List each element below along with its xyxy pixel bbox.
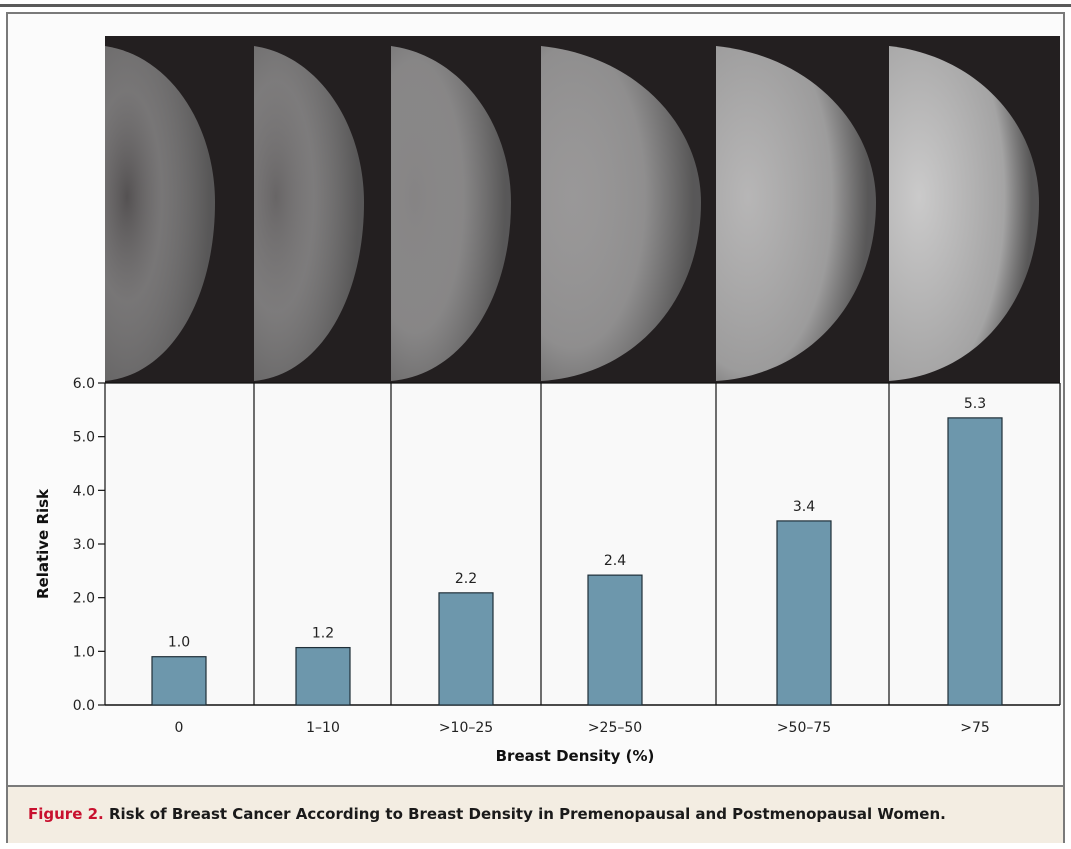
plot-panel (105, 383, 1060, 705)
top-rule (0, 4, 1071, 7)
y-axis-title: Relative Risk (34, 488, 52, 599)
mammogram-1-10-percent (254, 36, 391, 383)
data-label: 1.2 (312, 626, 334, 642)
y-tick-label: 6.0 (73, 376, 95, 392)
plot-area (104, 382, 1061, 706)
caption-band (8, 785, 1063, 843)
labels: 0.0 1.0 2.0 3.0 4.0 5.0 6.0 1.0 0 1.2 1–10 2.2 >10–2… (34, 376, 990, 765)
mammogram-strip (105, 36, 1060, 383)
y-tick-label: 3.0 (73, 537, 95, 553)
mammogram-50-75-percent (716, 36, 889, 383)
mammogram-0-percent (105, 36, 254, 383)
x-tick-label: >75 (960, 720, 990, 736)
x-tick-label: 0 (175, 720, 184, 736)
x-tick-label: >25–50 (588, 720, 642, 736)
data-label: 2.2 (455, 571, 477, 587)
caption-label: Figure 2. (28, 805, 104, 823)
y-tick-label: 1.0 (73, 644, 95, 660)
bar-5 (947, 417, 1003, 706)
mammogram-10-25-percent (391, 36, 541, 383)
bar-0 (151, 656, 207, 706)
bar-2 (438, 592, 494, 706)
y-tick-label: 2.0 (73, 591, 95, 607)
x-tick-label: >50–75 (777, 720, 831, 736)
bars (151, 417, 1003, 706)
x-tick-label: >10–25 (439, 720, 493, 736)
mammogram-over-75-percent (889, 36, 1060, 383)
data-label: 3.4 (793, 499, 815, 515)
x-axis-title: Breast Density (%) (496, 747, 655, 765)
bar-3 (587, 574, 643, 706)
data-label: 2.4 (604, 553, 626, 569)
data-label: 5.3 (964, 396, 986, 412)
bar-1 (295, 646, 351, 706)
caption-text: Risk of Breast Cancer According to Breas… (108, 805, 946, 823)
y-tick-label: 0.0 (73, 698, 95, 714)
y-tick-label: 5.0 (73, 430, 95, 446)
figure-caption: Figure 2. Risk of Breast Cancer Accordin… (28, 805, 1048, 823)
mammogram-25-50-percent (541, 36, 716, 383)
data-label: 1.0 (168, 635, 190, 651)
bar-4 (776, 520, 832, 706)
y-tick-label: 4.0 (73, 483, 95, 499)
x-tick-label: 1–10 (306, 720, 340, 736)
